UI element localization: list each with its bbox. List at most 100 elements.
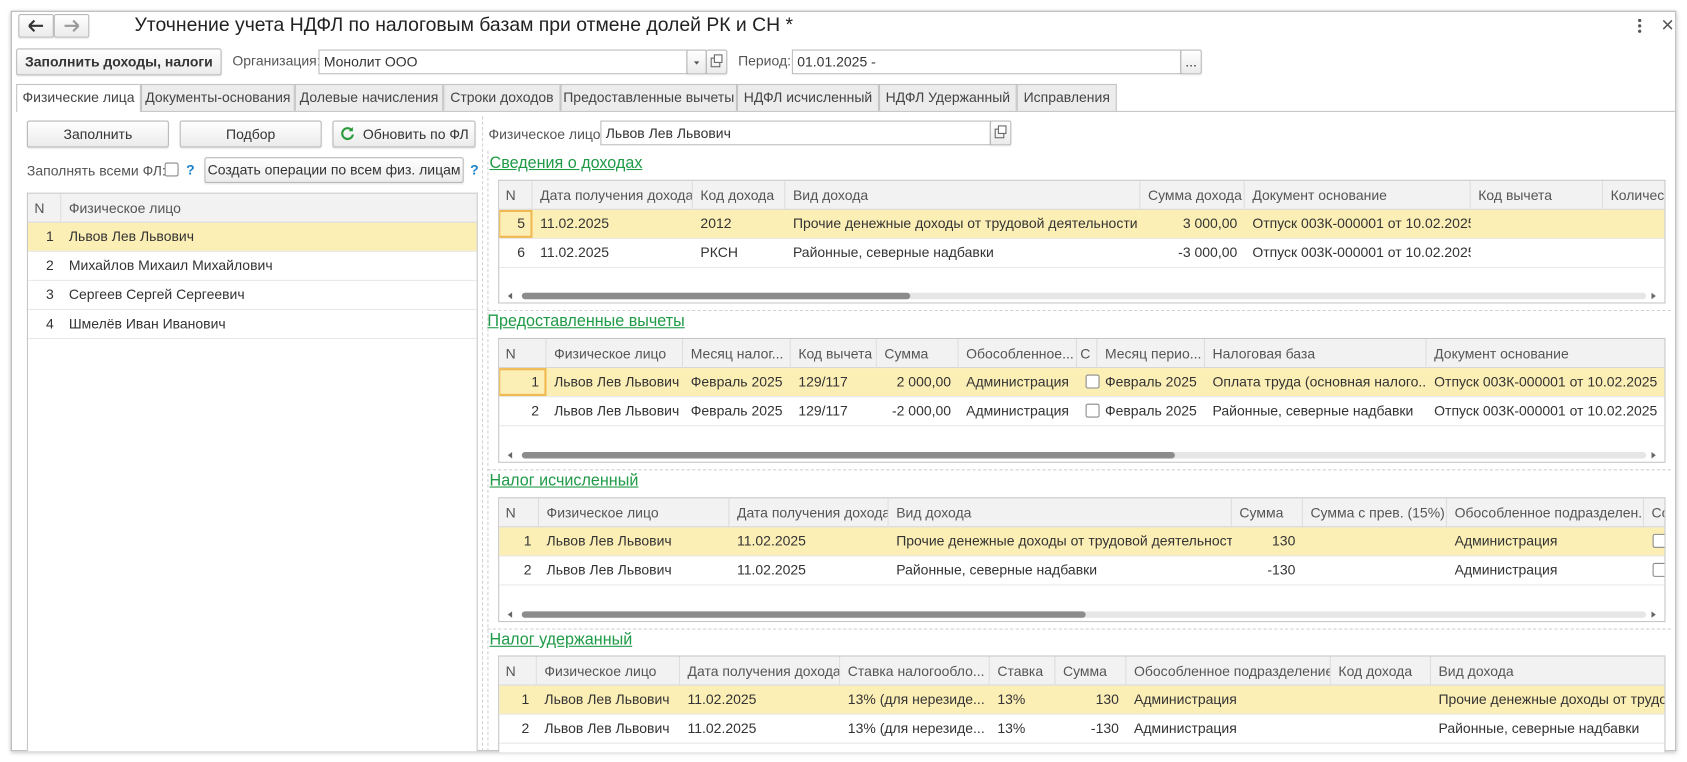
period-field[interactable]: 01.01.2025 - (791, 49, 1182, 75)
organization-dropdown[interactable] (686, 49, 707, 75)
open-icon (994, 125, 1007, 139)
table-cell: Отпуск 003К-000001 от 10.02.2025 (1434, 373, 1658, 390)
column-header: N (499, 498, 540, 528)
scroll-right-arrow[interactable] (1651, 292, 1656, 300)
tab[interactable]: Исправления (1016, 83, 1117, 111)
section-separator (487, 309, 1671, 312)
table-row[interactable]: 2 Михайлов Михаил Михайлович (27, 252, 477, 281)
table-row[interactable]: 1 Львов Лев Львович 11.02.2025 Прочие денеж… (499, 527, 1665, 557)
left-button[interactable]: Подбор (179, 120, 322, 148)
row-checkbox[interactable] (1652, 562, 1665, 577)
row-checkbox[interactable] (1085, 403, 1100, 418)
table-row[interactable]: 4 Шмелёв Иван Иванович (27, 310, 477, 340)
period-select-button[interactable]: ... (1180, 49, 1202, 75)
column-header: Сумма дохода (1140, 180, 1245, 210)
section-title[interactable]: Налог исчисленный (489, 471, 639, 490)
table-cell: 4 (46, 315, 54, 332)
scrollbar-thumb[interactable] (521, 611, 1086, 618)
table-row[interactable]: 6 11.02.2025 РКСН Районные, северные надбав… (499, 239, 1665, 268)
table-cell: Администрация (1454, 532, 1558, 549)
forward-button[interactable] (53, 13, 90, 38)
refresh-icon (341, 127, 355, 141)
organization-open[interactable] (705, 49, 728, 75)
column-header: Сумма (876, 339, 959, 369)
tab[interactable]: Физические лица (16, 83, 141, 112)
tab[interactable]: Предоставленные вычеты (560, 83, 737, 111)
create-operations-button[interactable]: Создать операции по всем физ. лицам (204, 157, 464, 183)
left-button[interactable]: Заполнить (26, 120, 169, 148)
table-cell: 2 000,00 (896, 373, 952, 390)
table-cell: 3 000,00 (1182, 215, 1238, 232)
tab-underline (140, 110, 1677, 112)
section-separator (487, 628, 1671, 630)
person-label: Физическое лицо: (488, 125, 605, 143)
help-link[interactable]: ? (186, 161, 195, 178)
table-cell: 13% (для нерезиде... (847, 720, 985, 737)
table-row[interactable]: 2 Львов Лев Львович Февраль 2025 129/117 -2 … (499, 397, 1665, 427)
fill-incomes-button[interactable]: Заполнить доходы, налоги (16, 48, 222, 76)
table-row[interactable]: 3 Сергеев Сергей Сергеевич (27, 281, 477, 310)
more-menu-icon[interactable] (1631, 15, 1648, 37)
table-cell: Львов Лев Львович (68, 228, 195, 245)
column-header: Документ основание (1426, 339, 1665, 369)
table-cell: Сергеев Сергей Сергеевич (68, 286, 245, 303)
table-cell: Прочие денежные доходы от трудовой деяте… (896, 532, 1232, 549)
table-cell: 2 (531, 402, 540, 419)
column-header: N (499, 180, 533, 210)
help-link[interactable]: ? (470, 161, 479, 178)
section-title[interactable]: Предоставленные вычеты (487, 312, 685, 331)
table-row[interactable]: 1 Львов Лев Львович (27, 222, 477, 252)
left-button[interactable]: Обновить по ФЛ (332, 120, 476, 148)
table-cell: Февраль 2025 (690, 373, 783, 390)
splitter (482, 116, 484, 752)
close-icon[interactable] (1660, 17, 1675, 32)
person-field[interactable]: Львов Лев Львович (600, 120, 991, 146)
scroll-left-arrow[interactable] (507, 452, 513, 459)
column-header: Сумма (1231, 498, 1303, 528)
table-row[interactable]: 5 11.02.2025 2012 Прочие денежные доходы от… (499, 209, 1665, 239)
scroll-left-arrow[interactable] (507, 611, 513, 618)
period-label: Период: (738, 52, 792, 69)
column-header: Документ основание (1244, 180, 1471, 210)
column-header: Сумма (1055, 656, 1127, 686)
fill-all-checkbox[interactable] (164, 162, 179, 177)
table-cell: 11.02.2025 (736, 532, 806, 549)
column-header: Со (1643, 498, 1665, 528)
section-title[interactable]: Сведения о доходах (489, 153, 643, 173)
row-checkbox[interactable] (1085, 374, 1100, 389)
table-cell: 11.02.2025 (736, 561, 806, 578)
table-cell: Львов Лев Львович (544, 690, 670, 708)
table-row[interactable]: 2 Львов Лев Львович 11.02.2025 Районные, се… (499, 556, 1665, 586)
tab[interactable]: Долевые начисления (294, 83, 444, 111)
tab[interactable]: НДФЛ Удержанный (879, 83, 1017, 111)
table-row[interactable]: 1 Львов Лев Львович 11.02.2025 13% (для нер… (499, 685, 1666, 715)
scroll-left-arrow[interactable] (507, 292, 513, 300)
table-cell: 1 (46, 228, 54, 245)
tab[interactable]: Строки доходов (443, 83, 561, 111)
organization-field[interactable]: Монолит ООО (318, 49, 688, 75)
table-row[interactable]: 1 Львов Лев Львович Февраль 2025 129/117 2 0… (499, 368, 1665, 398)
back-button[interactable] (18, 13, 54, 38)
tab[interactable]: Документы-основания (140, 83, 295, 111)
table-cell: 11.02.2025 (540, 244, 610, 261)
scrollbar-thumb[interactable] (521, 292, 911, 300)
tab[interactable]: НДФЛ исчисленный (736, 83, 880, 111)
person-open[interactable] (989, 120, 1012, 146)
section-separator (487, 469, 1671, 471)
table-row[interactable]: 2 Львов Лев Львович 11.02.2025 13% (для нер… (499, 715, 1665, 744)
table-cell: Шмелёв Иван Иванович (68, 315, 226, 332)
data-table: N Физическое лицо Дата получения дохода Вид… (498, 497, 1666, 623)
scroll-right-arrow[interactable] (1651, 452, 1656, 459)
column-header: Обособленное подразделение (1126, 656, 1331, 686)
table-cell: Февраль 2025 (690, 402, 783, 419)
row-checkbox[interactable] (1652, 533, 1665, 548)
scrollbar-thumb[interactable] (521, 452, 1175, 459)
scroll-right-arrow[interactable] (1651, 611, 1656, 618)
column-header: С (1076, 339, 1098, 369)
section-title[interactable]: Налог удержанный (489, 630, 633, 650)
table-cell: Администрация (1454, 561, 1558, 578)
forward-icon (64, 19, 80, 32)
table-cell: Прочие денежные доходы от трудово (1438, 690, 1666, 708)
table-cell: 13% (для нерезиде... (847, 690, 985, 708)
column-header: Вид дохода (1430, 656, 1665, 686)
